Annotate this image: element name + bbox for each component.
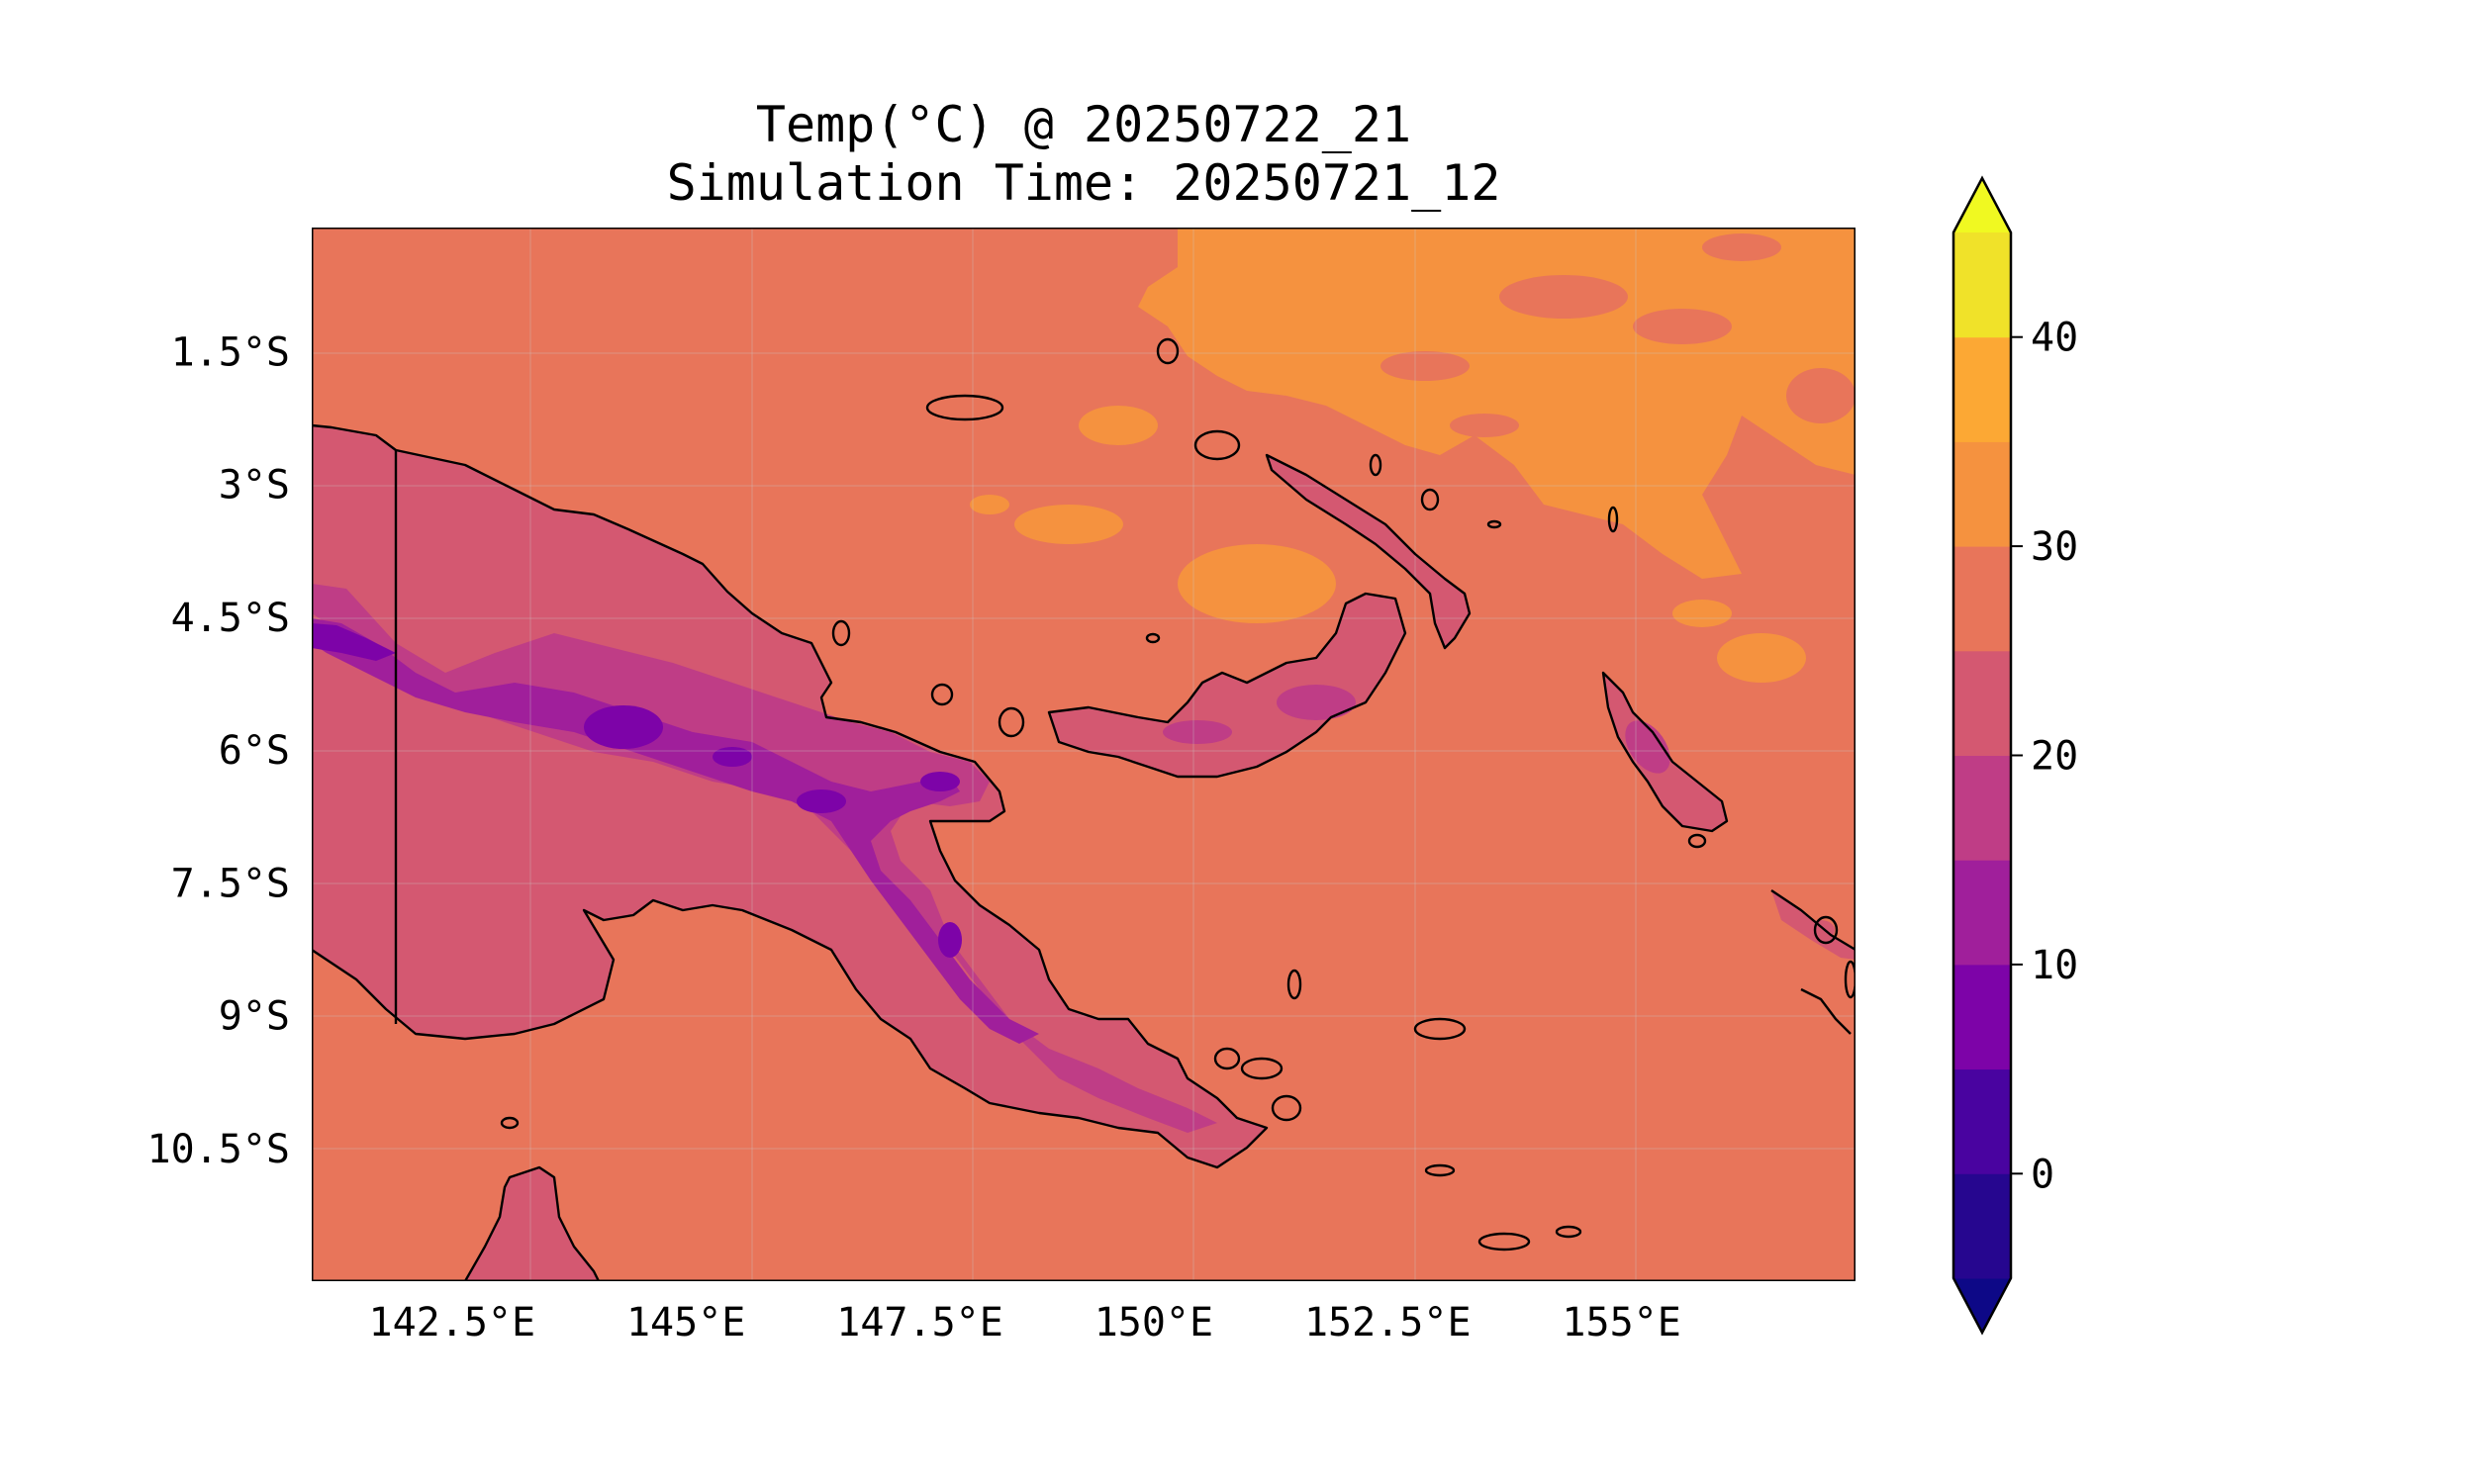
latitude-axis: 1.5°S 3°S 4.5°S 6°S 7.5°S 9°S 10.5°S <box>147 329 291 1171</box>
colorbar-segment <box>1953 1068 2011 1174</box>
longitude-tick-label: 142.5°E <box>369 1300 536 1345</box>
colorbar-under-extension <box>1953 1278 2011 1333</box>
bougainville-highland <box>1625 720 1670 774</box>
coastlines <box>312 337 1856 1281</box>
colorbar-segment <box>1953 755 2011 861</box>
colorbar-tick-label: 20 <box>2031 734 2078 780</box>
solomon-islands <box>1771 890 1856 960</box>
map-panel <box>312 228 1856 1281</box>
colorbar-segment <box>1953 650 2011 756</box>
highland-band-10-15 <box>312 618 1039 1044</box>
chart-subtitle: Simulation Time: 20250721_12 <box>667 154 1501 212</box>
colorbar-tick-label: 40 <box>2031 316 2078 361</box>
new-ireland-island <box>1267 455 1470 648</box>
warm-region-gaps <box>1380 233 1856 437</box>
colorbar-tick-label: 10 <box>2031 943 2078 988</box>
colorbar-segment <box>1953 232 2011 338</box>
colorbar-segment <box>1953 860 2011 966</box>
longitude-tick-label: 145°E <box>626 1300 745 1345</box>
longitude-tick-label: 147.5°E <box>836 1300 1003 1345</box>
colorbar-outline <box>1951 175 2013 1336</box>
colorbar-tick-label: 0 <box>2031 1152 2054 1197</box>
cape-york-landmass <box>465 1167 599 1281</box>
colorbar-over-extension <box>1953 178 2011 232</box>
latitude-tick-label: 6°S <box>219 728 290 774</box>
latitude-tick-label: 9°S <box>219 994 290 1040</box>
latitude-tick-label: 1.5°S <box>171 329 290 375</box>
longitude-tick-label: 150°E <box>1094 1300 1213 1345</box>
colorbar-tick-label: 30 <box>2031 524 2078 570</box>
new-britain-highland-2 <box>1163 720 1232 744</box>
colorbar-segment <box>1953 441 2011 547</box>
latitude-tick-label: 10.5°S <box>147 1127 291 1172</box>
longitude-axis: 142.5°E 145°E 147.5°E 150°E 152.5°E 155°E <box>369 1300 1681 1345</box>
latitude-tick-label: 7.5°S <box>171 861 290 906</box>
latitude-tick-label: 4.5°S <box>171 596 290 641</box>
longitude-tick-label: 155°E <box>1562 1300 1680 1345</box>
colorbar-segment <box>1953 336 2011 442</box>
highland-core-5-10 <box>312 623 962 958</box>
latitude-tick-label: 3°S <box>219 463 290 509</box>
colorbar: 0 10 20 30 40 <box>1951 175 2078 1336</box>
colorbar-segment <box>1953 546 2011 652</box>
colorbar-segment <box>1953 964 2011 1070</box>
new-britain-highland <box>1277 685 1356 720</box>
chart-title: Temp(°C) @ 20250722_21 <box>756 96 1411 153</box>
colorbar-segment <box>1953 1173 2011 1279</box>
longitude-tick-label: 152.5°E <box>1304 1300 1472 1345</box>
